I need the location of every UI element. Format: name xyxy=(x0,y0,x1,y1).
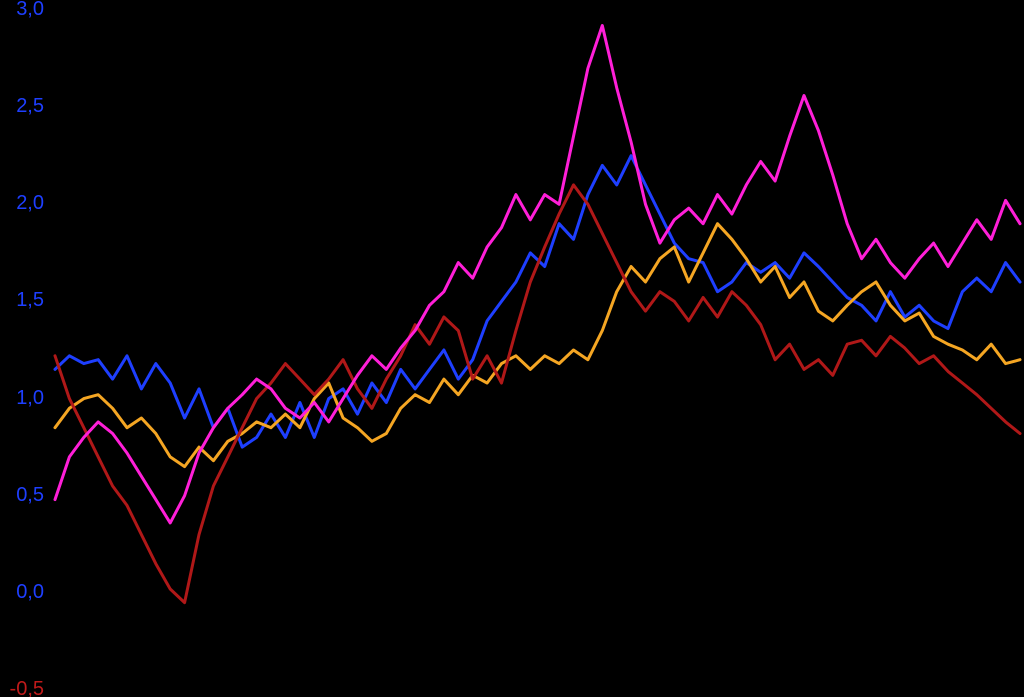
chart-svg xyxy=(0,0,1024,697)
y-tick-label: -0,5 xyxy=(4,678,44,697)
series-blue xyxy=(55,156,1020,447)
y-tick-label: 3,0 xyxy=(4,0,44,21)
y-tick-label: 0,5 xyxy=(4,484,44,507)
line-chart: 3,0 2,5 2,0 1,5 1,0 0,5 0,0 -0,5 xyxy=(0,0,1024,697)
y-tick-label: 1,0 xyxy=(4,387,44,410)
y-tick-label: 2,0 xyxy=(4,192,44,215)
y-tick-label: 2,5 xyxy=(4,95,44,118)
y-tick-label: 0,0 xyxy=(4,581,44,604)
y-tick-label: 1,5 xyxy=(4,289,44,312)
